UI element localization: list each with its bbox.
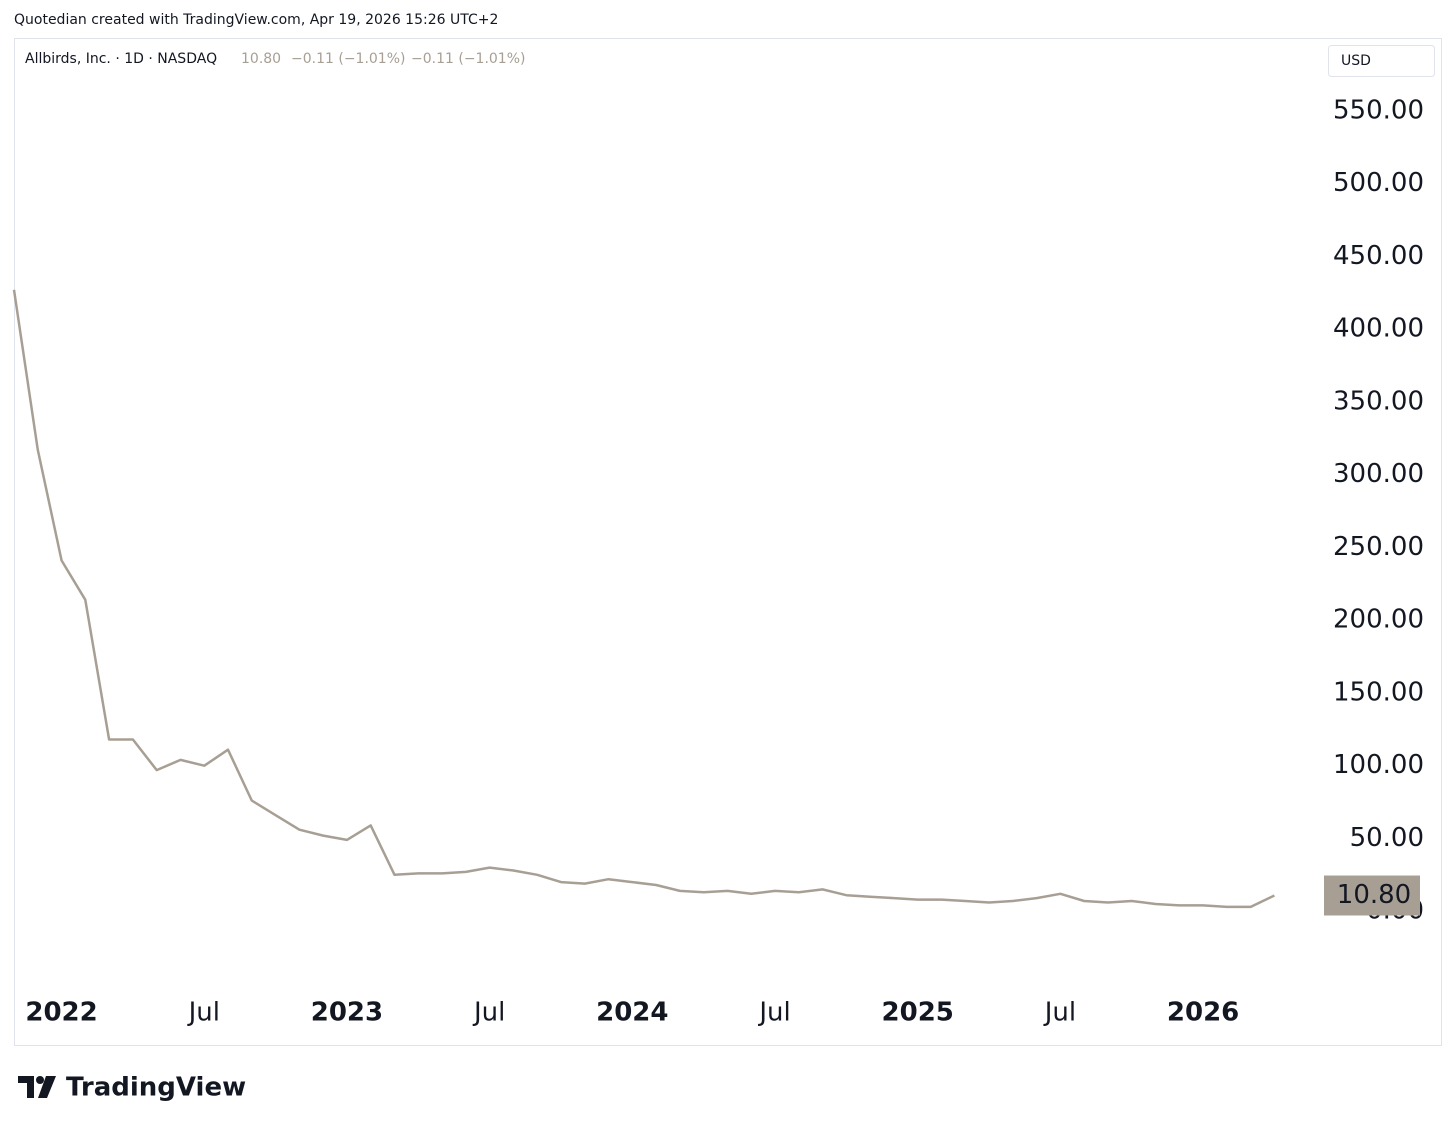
legend-change: −0.11 (−1.01%) <box>291 51 405 67</box>
y-tick-label: 250.00 <box>1333 532 1424 562</box>
x-tick-label: Jul <box>472 998 505 1028</box>
y-tick-label: 400.00 <box>1333 314 1424 344</box>
currency-label[interactable]: USD <box>1341 53 1371 69</box>
legend-change: −0.11 (−1.01%) <box>411 51 525 67</box>
y-tick-label: 550.00 <box>1333 95 1424 125</box>
last-price-label: 10.80 <box>1337 880 1411 910</box>
y-tick-label: 350.00 <box>1333 386 1424 416</box>
chart-frame <box>14 38 1442 1046</box>
last-price-tag <box>1324 875 1420 916</box>
brand-logo <box>18 1076 56 1098</box>
caption: Quotedian created with TradingView.com, … <box>14 12 498 28</box>
x-tick-label: 2022 <box>25 998 97 1028</box>
x-tick-label: Jul <box>757 998 790 1028</box>
price-line <box>12 289 1275 909</box>
legend-last: 10.80 <box>241 51 281 67</box>
x-tick-label: 2024 <box>596 998 668 1028</box>
x-tick-label: Jul <box>1043 998 1076 1028</box>
y-tick-label: 100.00 <box>1333 750 1424 780</box>
legend-title: Allbirds, Inc. · 1D · NASDAQ <box>25 51 217 67</box>
y-tick-label: 150.00 <box>1333 677 1424 707</box>
x-tick-label: 2026 <box>1167 998 1239 1028</box>
x-tick-label: Jul <box>187 998 220 1028</box>
currency-button[interactable] <box>1328 45 1435 77</box>
y-tick-label: 50.00 <box>1350 823 1424 853</box>
x-tick-label: 2025 <box>882 998 954 1028</box>
y-tick-label: 200.00 <box>1333 605 1424 635</box>
y-tick-label: 300.00 <box>1333 459 1424 489</box>
y-tick-label: 500.00 <box>1333 168 1424 198</box>
y-tick-label: 450.00 <box>1333 241 1424 271</box>
brand-name: TradingView <box>66 1073 246 1103</box>
x-tick-label: 2023 <box>311 998 383 1028</box>
